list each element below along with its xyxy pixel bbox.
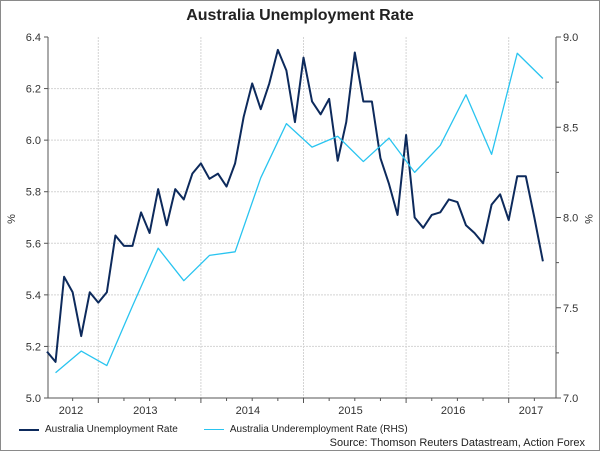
y-tick-label: 5.2 [26,341,41,353]
legend-swatch [203,429,224,430]
legend-item-unemployment: Australia Unemployment Rate [19,424,178,435]
x-tick-label: 2015 [338,405,362,417]
x-tick-label: 2016 [441,405,465,417]
source-note: Source: Thomson Reuters Datastream, Acti… [329,437,585,449]
y-right-tick-label: 9.0 [563,32,578,44]
y-tick-label: 6.0 [26,135,41,147]
chart-plot: 6.4 6.2 6.0 5.8 5.6 5.4 5.2 5.0 9.0 8.5 8.0 7.5 7.0 2… [6,32,594,417]
y-tick-label: 5.0 [26,393,41,405]
y-tick-label: 5.4 [26,290,41,302]
series-line-underemployment [55,52,544,374]
y-axis-label: % [6,214,18,224]
legend-label: Australia Unemployment Rate [45,424,178,435]
x-tick-label: 2014 [236,405,260,417]
y-right-axis-label: % [582,214,594,224]
y-right-tick-label: 8.5 [563,122,578,134]
legend-label: Australia Underemployment Rate (RHS) [229,424,408,435]
y-tick-label: 6.2 [26,84,41,96]
legend-swatch [19,428,39,431]
y-tick-label: 5.8 [26,187,41,199]
y-tick-label: 5.6 [26,238,41,250]
legend: Australia Unemployment Rate Australia Un… [19,424,408,435]
y-right-tick-label: 7.0 [563,393,578,405]
series-line-unemployment [46,48,544,363]
x-tick-label: 2013 [133,405,157,417]
legend-item-underemployment: Australia Underemployment Rate (RHS) [203,424,408,435]
chart-title: Australia Unemployment Rate [186,7,414,24]
y-tick-label: 6.4 [26,32,41,44]
y-right-tick-label: 7.5 [563,303,578,315]
x-tick-label: 2017 [519,405,543,417]
x-tick-label: 2012 [59,405,83,417]
y-right-tick-label: 8.0 [563,213,578,225]
